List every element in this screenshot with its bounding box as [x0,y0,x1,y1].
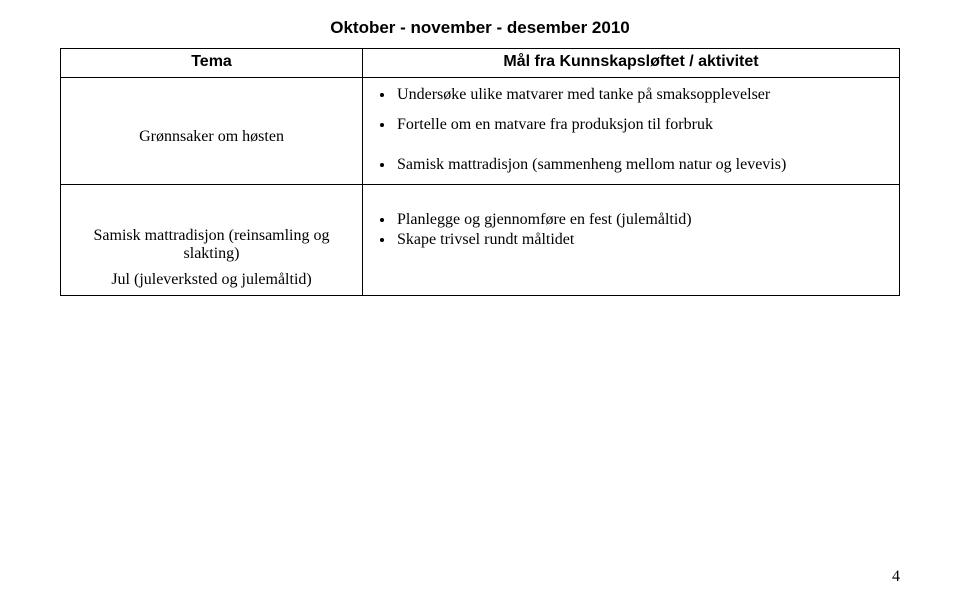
tema-text: Samisk mattradisjon (reinsamling og slak… [71,227,352,263]
bullet-list: Planlegge og gjennomføre en fest (julemå… [395,211,889,249]
col-header-tema: Tema [61,49,363,78]
activity-cell: Planlegge og gjennomføre en fest (julemå… [363,185,900,296]
tema-cell: Samisk mattradisjon (reinsamling og slak… [61,185,363,296]
plan-table: Tema Mål fra Kunnskapsløftet / aktivitet… [60,48,900,296]
list-item: Skape trivsel rundt måltidet [395,231,889,249]
list-item: Planlegge og gjennomføre en fest (julemå… [395,211,889,229]
tema-text: Grønnsaker om høsten [71,128,352,146]
bullet-list: Samisk mattradisjon (sammenheng mellom n… [395,156,889,174]
table-row: Samisk mattradisjon (reinsamling og slak… [61,185,900,296]
tema-cell: Grønnsaker om høsten [61,78,363,185]
bullet-list: Fortelle om en matvare fra produksjon ti… [395,116,889,134]
col-header-activity: Mål fra Kunnskapsløftet / aktivitet [363,49,900,78]
page-title: Oktober - november - desember 2010 [60,18,900,38]
page-number: 4 [892,568,900,586]
bullet-list: Undersøke ulike matvarer med tanke på sm… [395,86,889,104]
tema-text: Jul (juleverksted og julemåltid) [71,271,352,289]
activity-cell: Undersøke ulike matvarer med tanke på sm… [363,78,900,185]
table-header-row: Tema Mål fra Kunnskapsløftet / aktivitet [61,49,900,78]
list-item: Undersøke ulike matvarer med tanke på sm… [395,86,889,104]
list-item: Fortelle om en matvare fra produksjon ti… [395,116,889,134]
list-item: Samisk mattradisjon (sammenheng mellom n… [395,156,889,174]
table-row: Grønnsaker om høsten Undersøke ulike mat… [61,78,900,185]
